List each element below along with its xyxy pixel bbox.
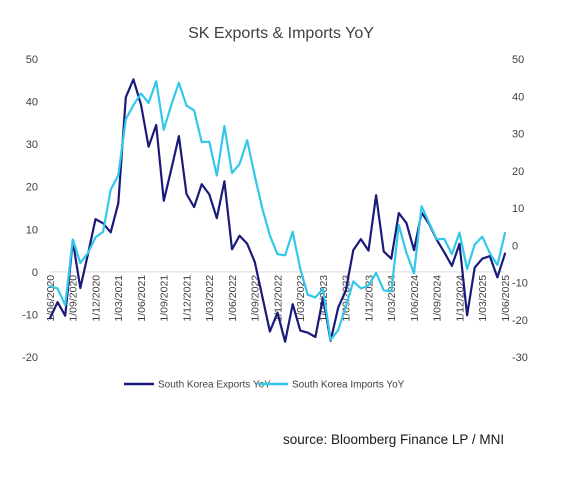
y-right-tick-label: -10 — [512, 278, 528, 290]
x-tick-label: 1/03/2023 — [295, 275, 307, 322]
x-tick-label: 1/03/2022 — [204, 275, 216, 322]
y-left-tick-label: 10 — [26, 224, 38, 236]
y-left-tick-label: -10 — [22, 309, 38, 321]
x-tick-label: 1/12/2021 — [182, 275, 194, 322]
x-axis: 1/06/2020 1/09/2020 1/12/2020 1/03/2021 1/06… — [45, 275, 512, 322]
legend-label: South Korea Imports YoY — [292, 380, 405, 391]
x-tick-label: 1/09/2022 — [250, 275, 262, 322]
x-tick-label: 1/06/2025 — [500, 275, 512, 322]
x-tick-label: 1/06/2024 — [409, 275, 421, 322]
y-axis-right: 50 40 30 20 10 0 -10 -20 -30 — [512, 54, 528, 364]
x-tick-label: 1/03/2021 — [113, 275, 125, 322]
imports-series-line — [48, 80, 507, 341]
x-tick-label: 1/06/2021 — [136, 275, 148, 322]
source-note: source: Bloomberg Finance LP / MNI — [283, 432, 505, 447]
y-left-tick-label: 20 — [26, 182, 38, 194]
y-right-tick-label: 40 — [512, 91, 524, 103]
y-right-tick-label: 10 — [512, 203, 524, 215]
y-right-tick-label: -30 — [512, 352, 528, 364]
y-left-tick-label: 50 — [26, 54, 38, 66]
x-tick-label: 1/03/2025 — [477, 275, 489, 322]
series-lines — [48, 78, 507, 343]
y-right-tick-label: 20 — [512, 166, 524, 178]
y-right-tick-label: 0 — [512, 240, 518, 252]
chart-title: SK Exports & Imports YoY — [188, 25, 374, 42]
x-tick-label: 1/09/2021 — [159, 275, 171, 322]
x-tick-label: 1/12/2020 — [91, 275, 103, 322]
y-left-tick-label: 30 — [26, 139, 38, 151]
x-tick-label: 1/09/2020 — [68, 275, 80, 322]
y-left-tick-label: 40 — [26, 97, 38, 109]
y-right-tick-label: 50 — [512, 54, 524, 66]
x-tick-label: 1/12/2022 — [273, 275, 285, 322]
legend: South Korea Exports YoY South Korea Impor… — [124, 380, 405, 391]
legend-label: South Korea Exports YoY — [158, 380, 271, 391]
y-axis-left: 50 40 30 20 10 0 -10 -20 — [22, 54, 38, 364]
y-left-tick-label: 0 — [32, 267, 38, 279]
x-tick-label: 1/06/2022 — [227, 275, 239, 322]
y-left-tick-label: -20 — [22, 352, 38, 364]
x-tick-label: 1/09/2024 — [432, 275, 444, 322]
x-tick-label: 1/03/2024 — [386, 275, 398, 322]
y-right-tick-label: 30 — [512, 129, 524, 141]
y-right-tick-label: -20 — [512, 315, 528, 327]
